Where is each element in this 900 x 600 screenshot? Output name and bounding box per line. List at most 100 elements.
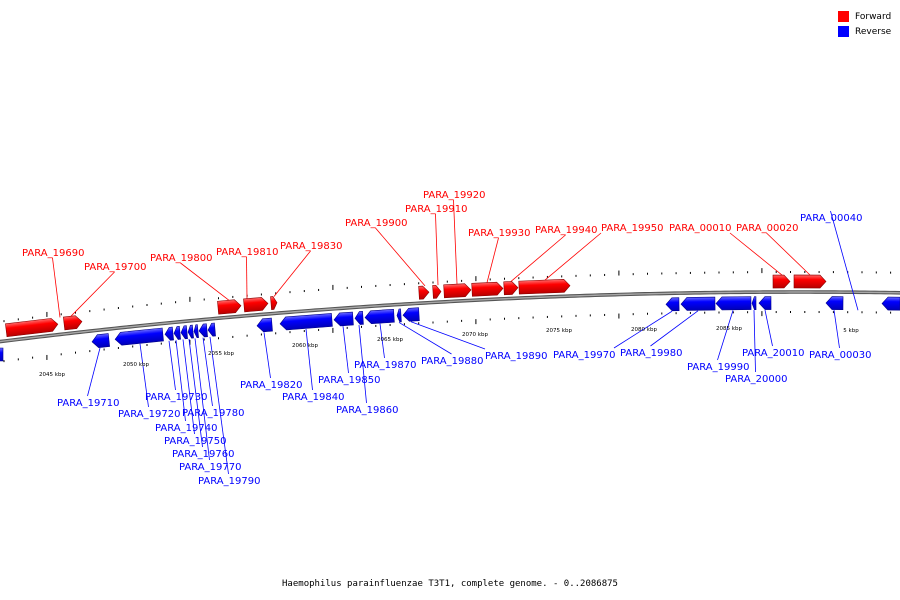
gene-label-para-20010: PARA_20010 <box>742 348 804 359</box>
leader-line <box>180 262 230 301</box>
gene-label-para-00010: PARA_00010 <box>669 223 731 234</box>
gene-para-19820[interactable] <box>256 317 273 333</box>
leader-line <box>194 338 210 461</box>
strand-legend: Forward Reverse <box>838 9 891 39</box>
leader-line <box>209 336 229 475</box>
gene-para-19920[interactable] <box>443 283 472 299</box>
gene-label-para-19870: PARA_19870 <box>354 360 416 371</box>
gene-para-19890[interactable] <box>402 307 420 322</box>
leader-line <box>263 332 271 379</box>
leader-line <box>188 338 203 448</box>
legend-forward-label: Forward <box>855 11 892 22</box>
leader-line <box>486 237 499 283</box>
gene-para-19730[interactable] <box>164 326 174 341</box>
gene-para-19780[interactable] <box>198 323 208 338</box>
gene-para-00010[interactable] <box>772 274 791 289</box>
leader-line <box>52 257 61 318</box>
gene-label-para-19690: PARA_19690 <box>22 248 84 259</box>
leader-line <box>246 256 248 299</box>
gene-para-19790[interactable] <box>207 322 216 337</box>
leader-line <box>342 326 349 374</box>
gene-para-19840[interactable] <box>279 313 333 331</box>
gene-para-19980[interactable] <box>680 296 716 311</box>
gene-para-19690[interactable] <box>5 318 59 338</box>
scale-labels: 2045 kbp 2050 kbp 2055 kbp 2060 kbp 2065 kbp… <box>39 326 859 378</box>
leader-line <box>398 322 452 355</box>
gene-para-19710[interactable] <box>91 333 110 349</box>
gene-label-para-19950: PARA_19950 <box>601 223 663 234</box>
gene-para-19720[interactable] <box>114 327 164 346</box>
leader-line <box>435 213 439 286</box>
gene-para-19970[interactable] <box>665 297 680 312</box>
gene-label-para-19830: PARA_19830 <box>280 241 342 252</box>
gene-label-para-19980: PARA_19980 <box>620 348 682 359</box>
gene-label-para-19720: PARA_19720 <box>118 409 180 420</box>
leader-line <box>764 310 773 347</box>
gene-label-para-19890: PARA_19890 <box>485 351 547 362</box>
leader-line <box>717 310 734 361</box>
gene-para-19740[interactable] <box>173 326 181 340</box>
gene-arrows <box>0 274 900 362</box>
scale-label: 2060 kbp <box>292 343 318 349</box>
leader-line <box>379 323 385 359</box>
label-leader-lines <box>52 199 859 475</box>
gene-para-19940[interactable] <box>503 281 519 296</box>
gene-para-19870[interactable] <box>364 308 395 325</box>
gene-para-19750[interactable] <box>180 325 188 340</box>
leader-line <box>766 232 811 276</box>
gene-para-19810[interactable] <box>243 297 269 313</box>
gene-para-19760[interactable] <box>187 324 194 339</box>
gene-para-19930[interactable] <box>471 281 504 297</box>
gene-para-00020[interactable] <box>793 274 827 289</box>
gene-para-00040[interactable] <box>881 296 900 311</box>
scale-label: 2055 kbp <box>208 351 234 357</box>
gene-label-para-19770: PARA_19770 <box>179 462 241 473</box>
leader-line <box>613 310 673 349</box>
scale-label: 2080 kbp <box>631 327 657 333</box>
gene-para-19880[interactable] <box>396 308 402 323</box>
gene-para-00030[interactable] <box>825 296 844 310</box>
gene-para-19700[interactable] <box>62 315 83 331</box>
gene-label-para-19790: PARA_19790 <box>198 476 260 487</box>
gene-label-para-19880: PARA_19880 <box>421 356 483 367</box>
leader-line <box>833 310 840 349</box>
leader-line <box>510 234 566 282</box>
map-caption: Haemophilus parainfluenzae T3T1, complet… <box>282 579 618 589</box>
gene-para-20000[interactable] <box>751 296 757 310</box>
leader-line <box>175 340 186 422</box>
leader-line <box>830 210 859 311</box>
gene-label-para-19850: PARA_19850 <box>318 375 380 386</box>
leader-line <box>375 227 426 287</box>
leader-line <box>273 250 311 297</box>
gene-label-para-19810: PARA_19810 <box>216 247 278 258</box>
gene-label-para-19740: PARA_19740 <box>155 423 217 434</box>
legend-reverse: Reverse <box>838 24 891 39</box>
gene-para-19860[interactable] <box>354 311 364 325</box>
gene-label-para-00030: PARA_00030 <box>809 350 871 361</box>
gene-label-para-19730: PARA_19730 <box>145 392 207 403</box>
gene-para-19800[interactable] <box>217 299 242 315</box>
gene-para-19910[interactable] <box>432 284 442 299</box>
gene-para-19990[interactable] <box>715 296 752 311</box>
scale-label: 2085 kbp <box>716 326 742 332</box>
scale-label: 2070 kbp <box>462 332 488 338</box>
scale-label: 2065 kbp <box>377 337 403 343</box>
gene-para-20010[interactable] <box>758 296 772 310</box>
gene-label-para-19920: PARA_19920 <box>423 190 485 201</box>
legend-forward: Forward <box>838 9 891 24</box>
gene-para-19830[interactable] <box>270 296 278 310</box>
gene-para-19850[interactable] <box>333 311 354 327</box>
gene-label-para-20000: PARA_20000 <box>725 374 787 385</box>
gene-para-19770[interactable] <box>193 324 199 339</box>
gene-label-para-19940: PARA_19940 <box>535 225 597 236</box>
leader-line <box>168 340 176 391</box>
gene-label-para-19750: PARA_19750 <box>164 436 226 447</box>
leader-line <box>650 310 699 347</box>
gene-label-para-00020: PARA_00020 <box>736 223 798 234</box>
gene-para-19900[interactable] <box>418 285 430 300</box>
gene-para-19950[interactable] <box>518 279 571 295</box>
leader-line <box>544 232 602 281</box>
scale-label: 2075 kbp <box>546 328 572 334</box>
gene-label-para-19760: PARA_19760 <box>172 449 234 460</box>
